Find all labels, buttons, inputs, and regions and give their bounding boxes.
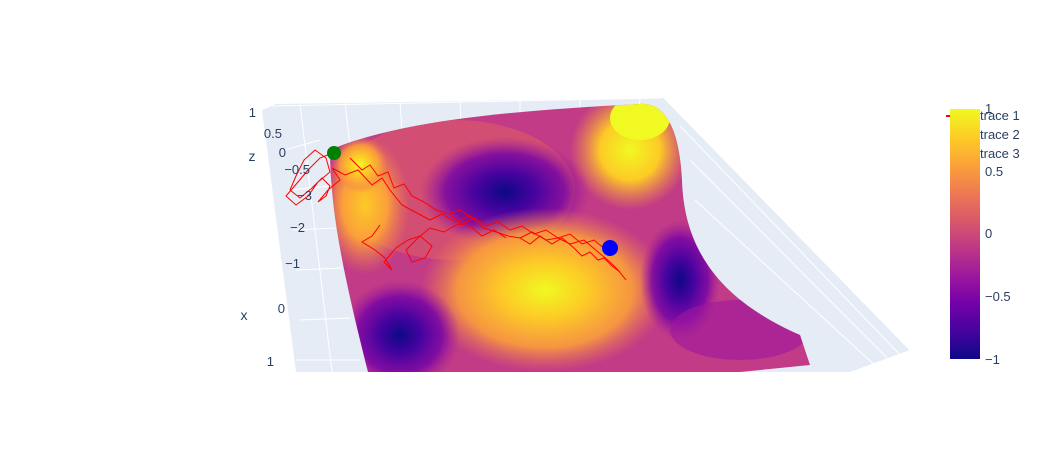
z-tick-3: 0 <box>279 145 286 160</box>
colorbar-gradient <box>950 109 980 359</box>
trace-2-marker <box>602 240 618 256</box>
trace-1-line <box>285 149 627 281</box>
legend-label-trace-2: trace 2 <box>980 127 1020 142</box>
x-axis: −3 −2 −1 0 1 x <box>241 188 313 369</box>
legend-label-trace-1: trace 1 <box>980 108 1020 123</box>
colorbar-tick-3: 0 <box>985 226 992 241</box>
legend-item-trace-3[interactable]: trace 3 <box>980 146 1020 161</box>
z-axis: 1 0.5 0 −0.5 z <box>249 105 311 177</box>
legend: trace 1 trace 2 trace 3 <box>946 108 1020 161</box>
z-axis-title: z <box>249 148 256 164</box>
legend-item-trace-2[interactable]: trace 2 <box>980 127 1020 142</box>
colorbar-tick-2: 0.5 <box>985 164 1003 179</box>
colorbar-tick-4: −0.5 <box>985 289 1011 304</box>
colorbar-tick-1: 1 <box>985 101 992 116</box>
z-tick-1: 1 <box>249 105 256 120</box>
x-axis-title: x <box>241 307 248 323</box>
legend-label-trace-3: trace 3 <box>980 146 1020 161</box>
trace-3-marker <box>327 146 341 160</box>
z-tick-2: 0.5 <box>264 126 282 141</box>
colorbar-tick-5: −1 <box>985 352 1000 367</box>
x-tick-2: −2 <box>290 220 305 235</box>
x-tick-3: −1 <box>285 256 300 271</box>
colorbar: 1 0.5 0 −0.5 −1 <box>950 101 1011 367</box>
z-tick-4: −0.5 <box>284 162 310 177</box>
x-tick-1: −3 <box>297 188 312 203</box>
x-tick-4: 0 <box>278 301 285 316</box>
x-tick-5: 1 <box>267 354 274 369</box>
